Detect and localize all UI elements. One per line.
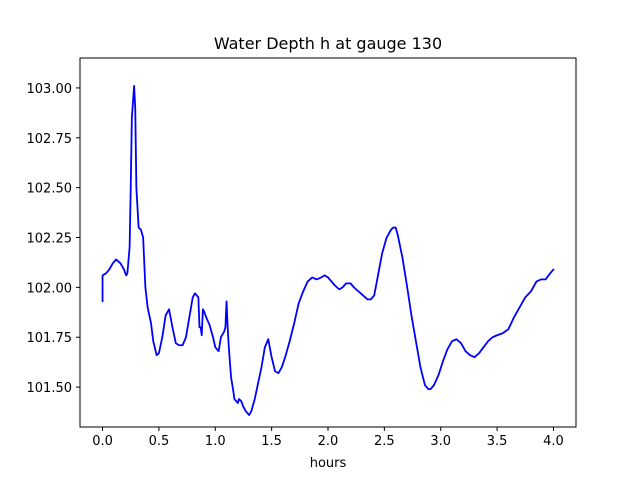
x-tick-label: 3.0 (430, 434, 451, 449)
y-axis: 101.50 101.75 102.00 102.25 102.50 102.75 103.… (27, 82, 80, 396)
y-tick-label: 102.50 (27, 182, 73, 197)
x-tick-label: 4.0 (543, 434, 564, 449)
y-tick-label: 101.50 (27, 381, 73, 396)
x-tick-label: 1.5 (261, 434, 282, 449)
y-tick-label: 102.75 (27, 132, 73, 147)
y-tick-label: 102.25 (27, 232, 73, 247)
series-line (101, 85, 555, 416)
x-tick-label: 0.5 (149, 434, 170, 449)
plot-frame (79, 57, 577, 428)
plot-area (80, 58, 576, 427)
y-tick-label: 101.75 (27, 331, 73, 346)
x-tick-label: 3.5 (487, 434, 508, 449)
x-axis: 0.0 0.5 1.0 1.5 2.0 2.5 3.0 3.5 4.0 (92, 427, 564, 449)
chart-title: Water Depth h at gauge 130 (214, 34, 442, 53)
series-layer (101, 85, 555, 416)
x-tick-label: 0.0 (92, 434, 113, 449)
x-tick-label: 1.0 (205, 434, 226, 449)
x-axis-label: hours (310, 456, 347, 471)
y-tick-label: 102.00 (27, 281, 73, 296)
x-tick-label: 2.0 (318, 434, 339, 449)
x-tick-label: 2.5 (374, 434, 395, 449)
y-tick-label: 103.00 (27, 82, 73, 97)
